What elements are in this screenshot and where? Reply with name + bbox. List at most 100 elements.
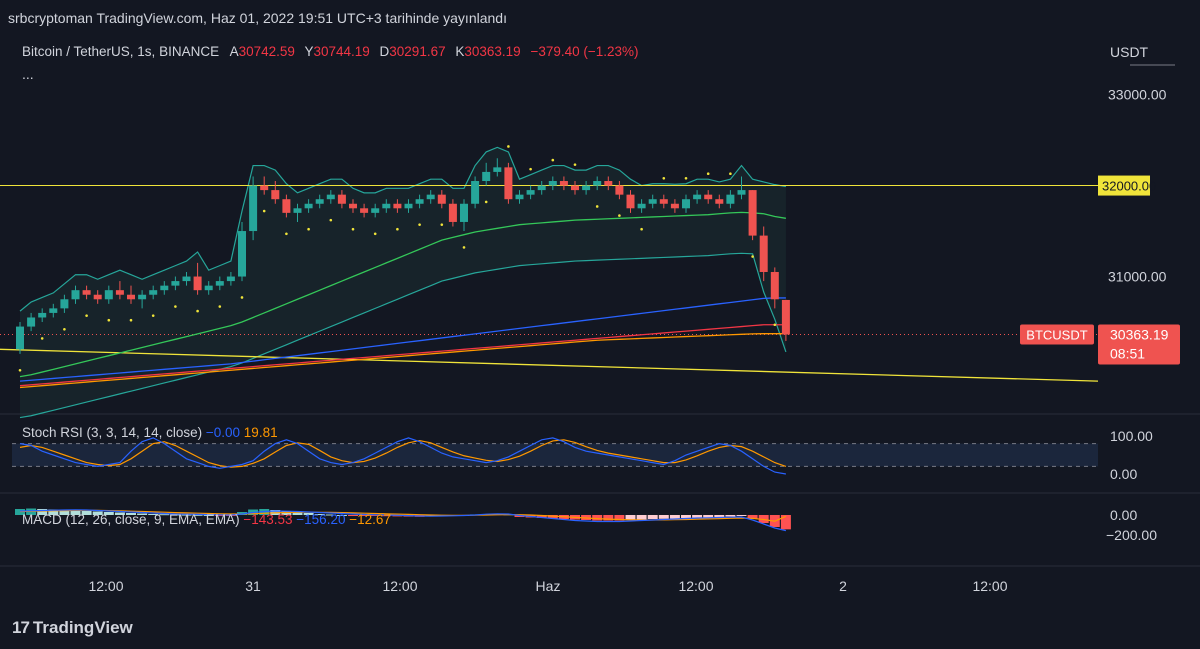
candle	[637, 199, 646, 213]
candle	[493, 158, 502, 177]
sar-dot	[618, 214, 621, 217]
candle	[371, 203, 380, 218]
macd-hist-bar	[70, 510, 81, 515]
candle-body	[82, 290, 91, 295]
time-tick: 31	[245, 578, 261, 594]
candle	[16, 322, 24, 354]
candle-body	[526, 190, 535, 195]
macd-hist-bar	[370, 515, 381, 516]
chart-canvas[interactable]: USDT 33000.00 31000.00 32000.00 BTCUSDT 30363…	[0, 36, 1200, 606]
candle-body	[138, 294, 147, 300]
sar-dot	[529, 167, 532, 171]
candle	[437, 190, 446, 209]
macd-hist-bar	[303, 513, 314, 515]
macd-hist-bar	[181, 514, 192, 516]
candle-body	[737, 190, 746, 195]
macd-hist-bar	[114, 512, 125, 515]
candle-body	[571, 185, 579, 191]
macd-legend: MACD (12, 26, close, 9, EMA, EMA) −143.5…	[22, 512, 391, 527]
macd-hist-bar	[37, 509, 48, 515]
candle-body	[271, 190, 280, 200]
sar-dot	[107, 318, 111, 322]
candle	[38, 308, 47, 323]
time-tick: 12:00	[678, 578, 713, 594]
candle-body	[326, 194, 335, 200]
macd-hist-bar	[780, 515, 791, 530]
close-value: 30363.19	[464, 44, 521, 59]
symbol-tag: BTCUSDT	[1026, 327, 1087, 342]
candle	[204, 281, 213, 295]
macd-tick: 0.00	[1110, 507, 1137, 523]
publish-text: srbcryptoman TradingView.com, Haz 01, 20…	[8, 10, 507, 26]
candle-body	[682, 199, 690, 209]
sar-dot	[174, 305, 177, 308]
candle	[71, 285, 80, 304]
candle-body	[770, 271, 779, 300]
sar-dot	[351, 227, 355, 231]
candle-body	[715, 199, 724, 204]
symbol-title[interactable]: Bitcoin / TetherUS, 1s, BINANCE	[22, 44, 220, 59]
candle	[615, 181, 624, 200]
more-indicators-button[interactable]: ...	[22, 66, 34, 82]
macd-hist-bar	[137, 513, 148, 515]
sar-dot	[751, 255, 754, 258]
change-value: −379.40 (−1.23%)	[530, 44, 639, 59]
candle-body	[670, 203, 679, 209]
stoch-title[interactable]: Stoch RSI (3, 3, 14, 14, close)	[22, 425, 203, 440]
candle-body	[604, 181, 613, 186]
candle-body	[115, 290, 124, 295]
sar-dot	[151, 314, 155, 317]
candle	[382, 199, 391, 213]
candle-body	[471, 181, 480, 204]
candle	[759, 226, 768, 282]
candle	[537, 181, 546, 195]
macd-hist-bar	[336, 515, 347, 516]
candle-body	[426, 194, 435, 200]
bollinger-lower-line	[19, 252, 787, 419]
macd-hist-bar	[81, 511, 92, 515]
candle	[60, 294, 69, 313]
open-label: A	[229, 44, 239, 59]
macd-title[interactable]: MACD (12, 26, close, 9, EMA, EMA)	[22, 512, 240, 527]
candle-body	[182, 276, 191, 282]
candle	[226, 271, 235, 286]
price-tick: 33000.00	[1108, 87, 1167, 103]
candle	[215, 276, 224, 291]
candle-body	[27, 317, 36, 327]
candle-body	[693, 194, 702, 200]
tradingview-logo[interactable]: 17 TradingView	[12, 618, 133, 638]
sar-dot	[684, 176, 688, 180]
candle-body	[482, 171, 491, 182]
candle-body	[282, 199, 291, 213]
close-label: K	[455, 44, 465, 59]
candle	[93, 290, 102, 304]
macd-hist-bar	[170, 514, 181, 516]
stoch-d-line	[19, 439, 787, 468]
macd-hist-bar	[603, 515, 614, 521]
macd-hist-bar	[148, 514, 159, 515]
candle	[460, 199, 468, 232]
time-tick: Haz	[536, 578, 561, 594]
candle-body	[615, 185, 624, 195]
macd-hist-bar	[59, 510, 70, 515]
sar-dot	[418, 223, 421, 226]
candle-body	[193, 276, 202, 291]
sar-dot	[507, 145, 510, 148]
macd-hist-bar	[103, 512, 114, 515]
macd-hist-bar	[348, 515, 358, 516]
candle-body	[637, 203, 646, 209]
candle	[104, 285, 113, 304]
macd-hist-value: −143.53	[243, 512, 293, 527]
sar-dot	[484, 200, 488, 204]
candle	[293, 203, 302, 222]
candle-body	[160, 285, 169, 291]
sar-dot	[706, 172, 710, 176]
candle-body	[315, 199, 324, 204]
macd-hist-bar	[658, 515, 669, 519]
candle-body	[659, 199, 668, 204]
chart-area[interactable]: USDT 33000.00 31000.00 32000.00 BTCUSDT 30363…	[0, 36, 1200, 606]
sar-dot	[662, 176, 666, 180]
macd-signal-value: −12.67	[349, 512, 391, 527]
sar-dot	[373, 232, 377, 236]
candle	[304, 199, 313, 213]
